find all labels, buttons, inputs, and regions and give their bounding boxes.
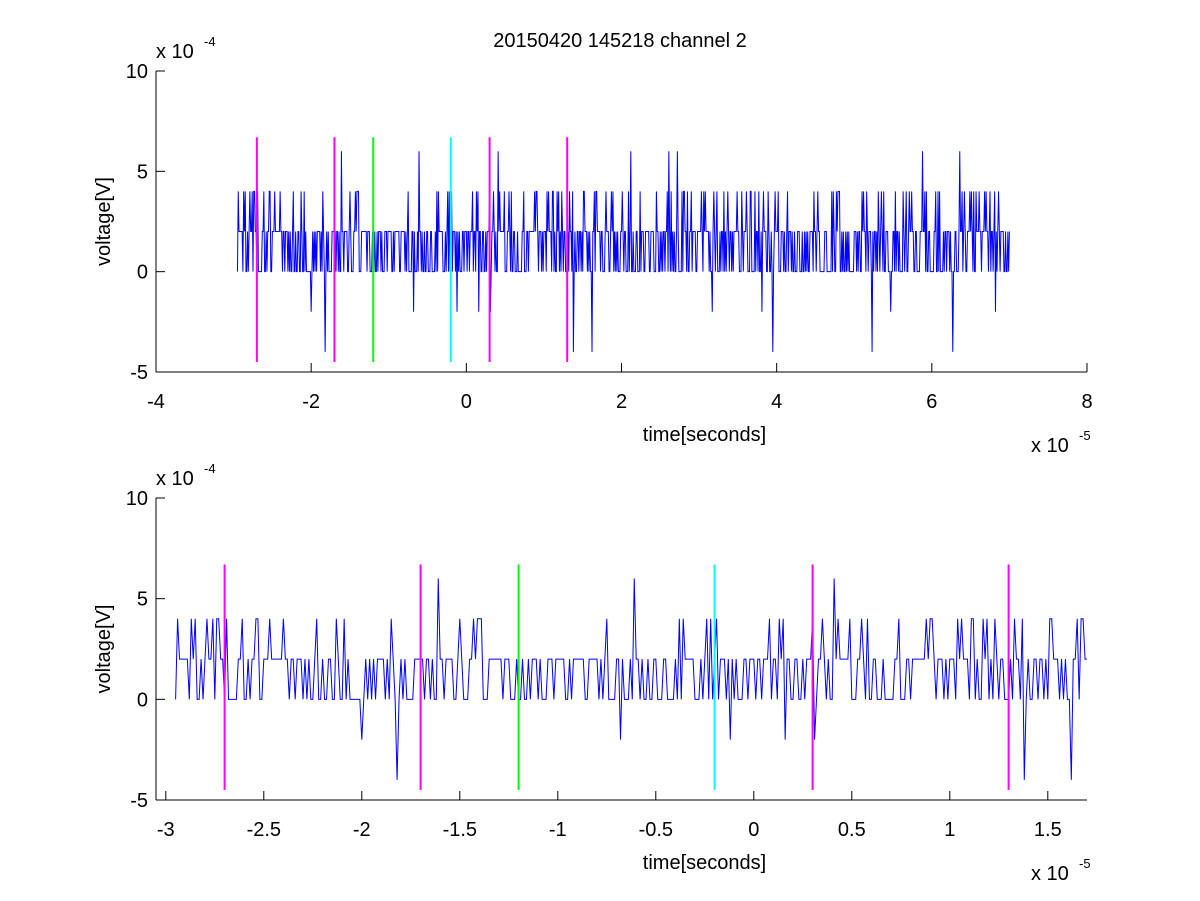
x-tick-label: 0.5: [838, 819, 866, 841]
y-exponent-label: x 10: [156, 41, 194, 63]
x-tick-label: -2: [353, 819, 371, 841]
x-tick-label: -1: [549, 819, 567, 841]
y-exponent-label: x 10: [156, 468, 194, 490]
y-tick-label: 5: [137, 589, 148, 611]
y-tick-label: 10: [126, 488, 148, 510]
x-tick-label: 8: [1081, 391, 1092, 413]
x-tick-label: -0.5: [639, 819, 673, 841]
x-tick-label: 1: [944, 819, 955, 841]
y-tick-label: -5: [130, 790, 148, 812]
x-tick-label: 1.5: [1034, 819, 1062, 841]
x-tick-label: 0: [461, 391, 472, 413]
signal-trace: [175, 578, 1087, 780]
top-plot: -4 -2 0 2 4 6 8 -5 0 5 10 time[seconds] voltage[V] x …: [93, 34, 1093, 457]
x-exponent-label: x 10: [1031, 863, 1069, 885]
x-exponent-power: -5: [1079, 856, 1091, 871]
x-tick-label: 0: [748, 819, 759, 841]
y-tick-label: 5: [137, 161, 148, 183]
signal-trace: [236, 151, 1010, 352]
y-exponent-power: -4: [204, 34, 216, 49]
x-tick-label: -1.5: [443, 819, 477, 841]
x-tick-label: 4: [771, 391, 782, 413]
x-exponent-power: -5: [1079, 428, 1091, 443]
x-tick-label: -3: [157, 819, 175, 841]
x-tick-label: -4: [147, 391, 165, 413]
y-tick-label: 0: [137, 689, 148, 711]
x-axis-label: time[seconds]: [643, 424, 766, 446]
y-axis-label: voltage[V]: [93, 605, 115, 694]
y-tick-label: 0: [137, 262, 148, 284]
y-tick-label: -5: [130, 362, 148, 384]
bottom-plot: -3 -2.5 -2 -1.5 -1 -0.5 0 0.5 1 1.5 -5 0 5 10 time[sec…: [93, 461, 1091, 885]
chart-title: 20150420 145218 channel 2: [493, 30, 747, 52]
x-exponent-label: x 10: [1031, 435, 1069, 457]
x-tick-label: 6: [926, 391, 937, 413]
x-tick-label: -2.5: [247, 819, 281, 841]
y-axis-label: voltage[V]: [93, 177, 115, 266]
x-tick-label: 2: [616, 391, 627, 413]
y-exponent-power: -4: [204, 461, 216, 476]
y-tick-label: 10: [126, 61, 148, 83]
x-axis-label: time[seconds]: [643, 852, 766, 874]
x-tick-label: -2: [302, 391, 320, 413]
